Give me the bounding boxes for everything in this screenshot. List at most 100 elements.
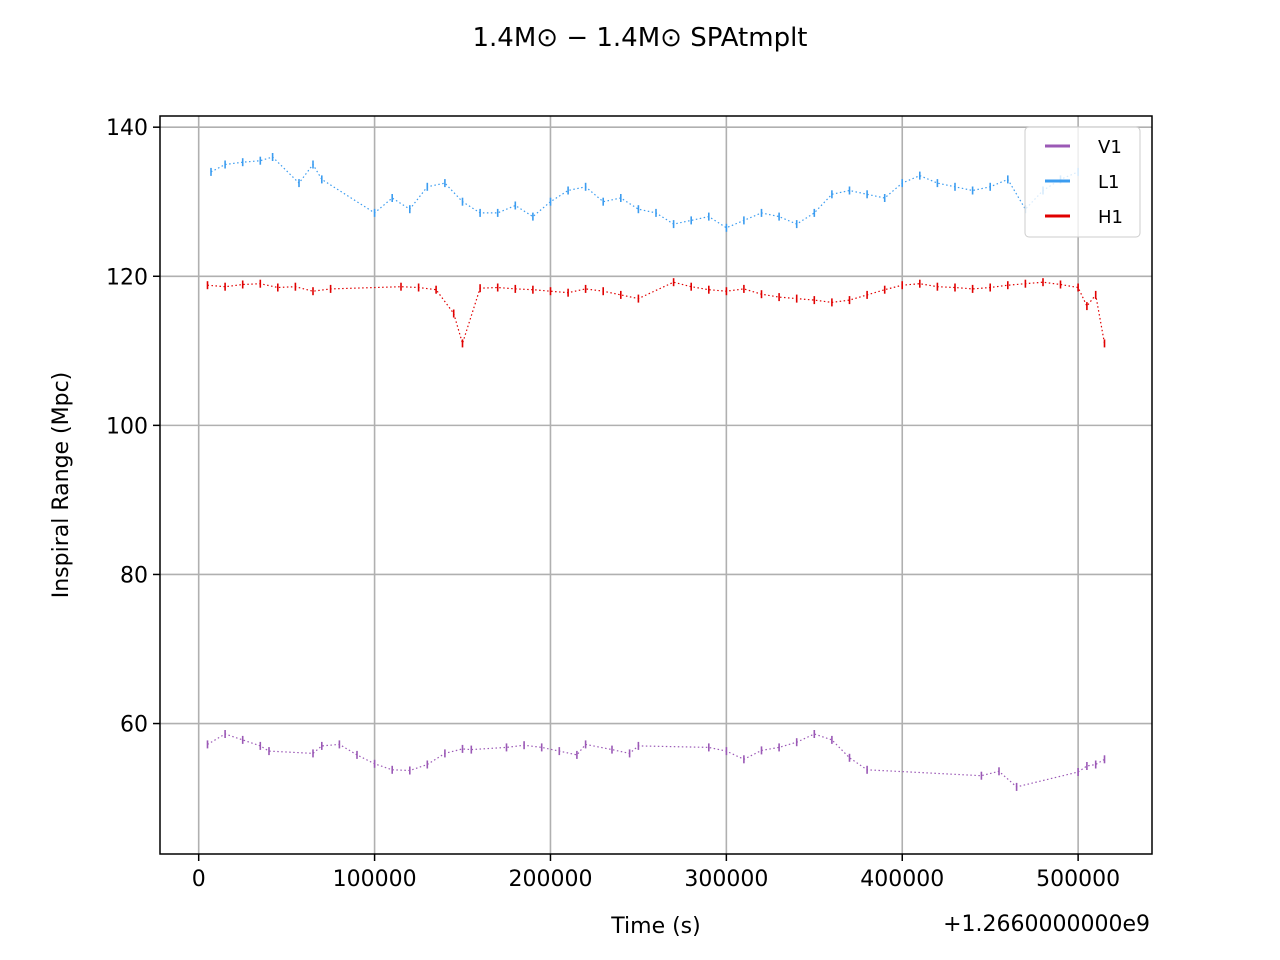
data-point bbox=[532, 285, 534, 294]
data-point bbox=[298, 179, 300, 188]
data-point bbox=[224, 282, 226, 291]
data-point bbox=[971, 284, 974, 293]
data-point bbox=[312, 287, 314, 296]
data-point bbox=[1077, 283, 1079, 292]
data-point bbox=[760, 290, 763, 299]
data-point bbox=[708, 212, 710, 221]
data-point bbox=[989, 182, 991, 191]
data-point bbox=[461, 197, 464, 206]
x-axis: 0 100000 200000 300000 400000 500000 bbox=[192, 854, 1120, 892]
data-point bbox=[241, 735, 244, 744]
data-point bbox=[848, 296, 851, 305]
data-point bbox=[470, 745, 473, 754]
data-point bbox=[672, 220, 675, 229]
data-point bbox=[690, 216, 692, 225]
data-point bbox=[848, 753, 851, 762]
data-point bbox=[206, 740, 209, 749]
x-tick-label: 100000 bbox=[333, 867, 417, 892]
series-l1 bbox=[210, 153, 1079, 232]
data-point bbox=[1086, 302, 1088, 311]
data-point bbox=[584, 284, 587, 293]
x-tick-label: 400000 bbox=[860, 867, 944, 892]
y-tick-label: 60 bbox=[120, 713, 148, 738]
data-point bbox=[417, 283, 420, 292]
data-point bbox=[549, 197, 552, 206]
data-point bbox=[708, 743, 710, 752]
data-point bbox=[426, 182, 429, 191]
data-point bbox=[224, 160, 226, 169]
data-point bbox=[1103, 339, 1106, 348]
y-axis: 60 80 100 120 140 bbox=[106, 116, 160, 738]
data-point bbox=[901, 179, 903, 188]
data-point bbox=[259, 741, 262, 750]
data-point bbox=[1059, 280, 1062, 289]
data-point bbox=[980, 771, 983, 780]
data-point bbox=[1015, 782, 1018, 791]
data-point bbox=[549, 287, 552, 296]
data-point bbox=[479, 284, 481, 293]
data-point bbox=[532, 212, 534, 221]
y-tick-label: 120 bbox=[106, 265, 148, 290]
data-point bbox=[461, 744, 464, 753]
data-point bbox=[778, 293, 780, 302]
data-point bbox=[919, 279, 921, 288]
data-point bbox=[602, 197, 604, 206]
data-point bbox=[813, 208, 816, 217]
data-point bbox=[971, 186, 974, 195]
data-point bbox=[620, 194, 622, 202]
data-point bbox=[312, 160, 314, 169]
data-point bbox=[567, 186, 569, 195]
data-point bbox=[637, 205, 640, 214]
data-point bbox=[271, 153, 274, 161]
data-point bbox=[831, 190, 833, 199]
data-point bbox=[883, 194, 886, 202]
data-point bbox=[708, 285, 710, 294]
data-point bbox=[514, 284, 517, 293]
plot-area bbox=[160, 116, 1152, 854]
data-point bbox=[813, 296, 816, 305]
series-v1 bbox=[206, 730, 1106, 791]
data-point bbox=[620, 290, 622, 299]
data-point bbox=[919, 171, 921, 180]
x-offset-label: +1.2660000000e9 bbox=[943, 912, 1150, 937]
data-point bbox=[602, 287, 604, 296]
data-point bbox=[989, 283, 991, 292]
grid bbox=[160, 116, 1152, 854]
data-point bbox=[883, 285, 886, 294]
data-point bbox=[1007, 175, 1009, 184]
data-point bbox=[725, 223, 728, 232]
data-point bbox=[259, 156, 262, 165]
data-point bbox=[373, 208, 376, 217]
data-point bbox=[672, 278, 675, 287]
data-point bbox=[277, 283, 279, 292]
data-point bbox=[637, 294, 640, 303]
data-point bbox=[479, 208, 481, 217]
data-point bbox=[725, 747, 728, 756]
x-tick-label: 200000 bbox=[508, 867, 592, 892]
x-tick-label: 0 bbox=[192, 867, 206, 892]
data-point bbox=[444, 749, 446, 758]
data-point bbox=[725, 287, 728, 296]
data-point bbox=[655, 208, 657, 217]
data-point bbox=[743, 755, 745, 764]
data-point bbox=[743, 284, 745, 293]
data-point bbox=[1024, 279, 1027, 288]
data-point bbox=[373, 759, 376, 768]
data-point bbox=[831, 735, 833, 744]
data-point bbox=[356, 750, 358, 759]
data-point bbox=[936, 282, 939, 291]
data-point bbox=[321, 175, 323, 184]
data-point bbox=[294, 282, 297, 291]
data-point bbox=[1007, 281, 1009, 290]
data-point bbox=[998, 767, 1000, 776]
data-point bbox=[391, 765, 393, 774]
data-point bbox=[628, 749, 631, 758]
data-point bbox=[259, 279, 262, 288]
series-h1 bbox=[206, 278, 1106, 348]
y-axis-label: Inspiral Range (Mpc) bbox=[49, 372, 74, 599]
data-point bbox=[936, 179, 939, 188]
y-tick-label: 140 bbox=[106, 116, 148, 141]
x-axis-label: Time (s) bbox=[610, 914, 700, 939]
data-point bbox=[409, 766, 411, 775]
